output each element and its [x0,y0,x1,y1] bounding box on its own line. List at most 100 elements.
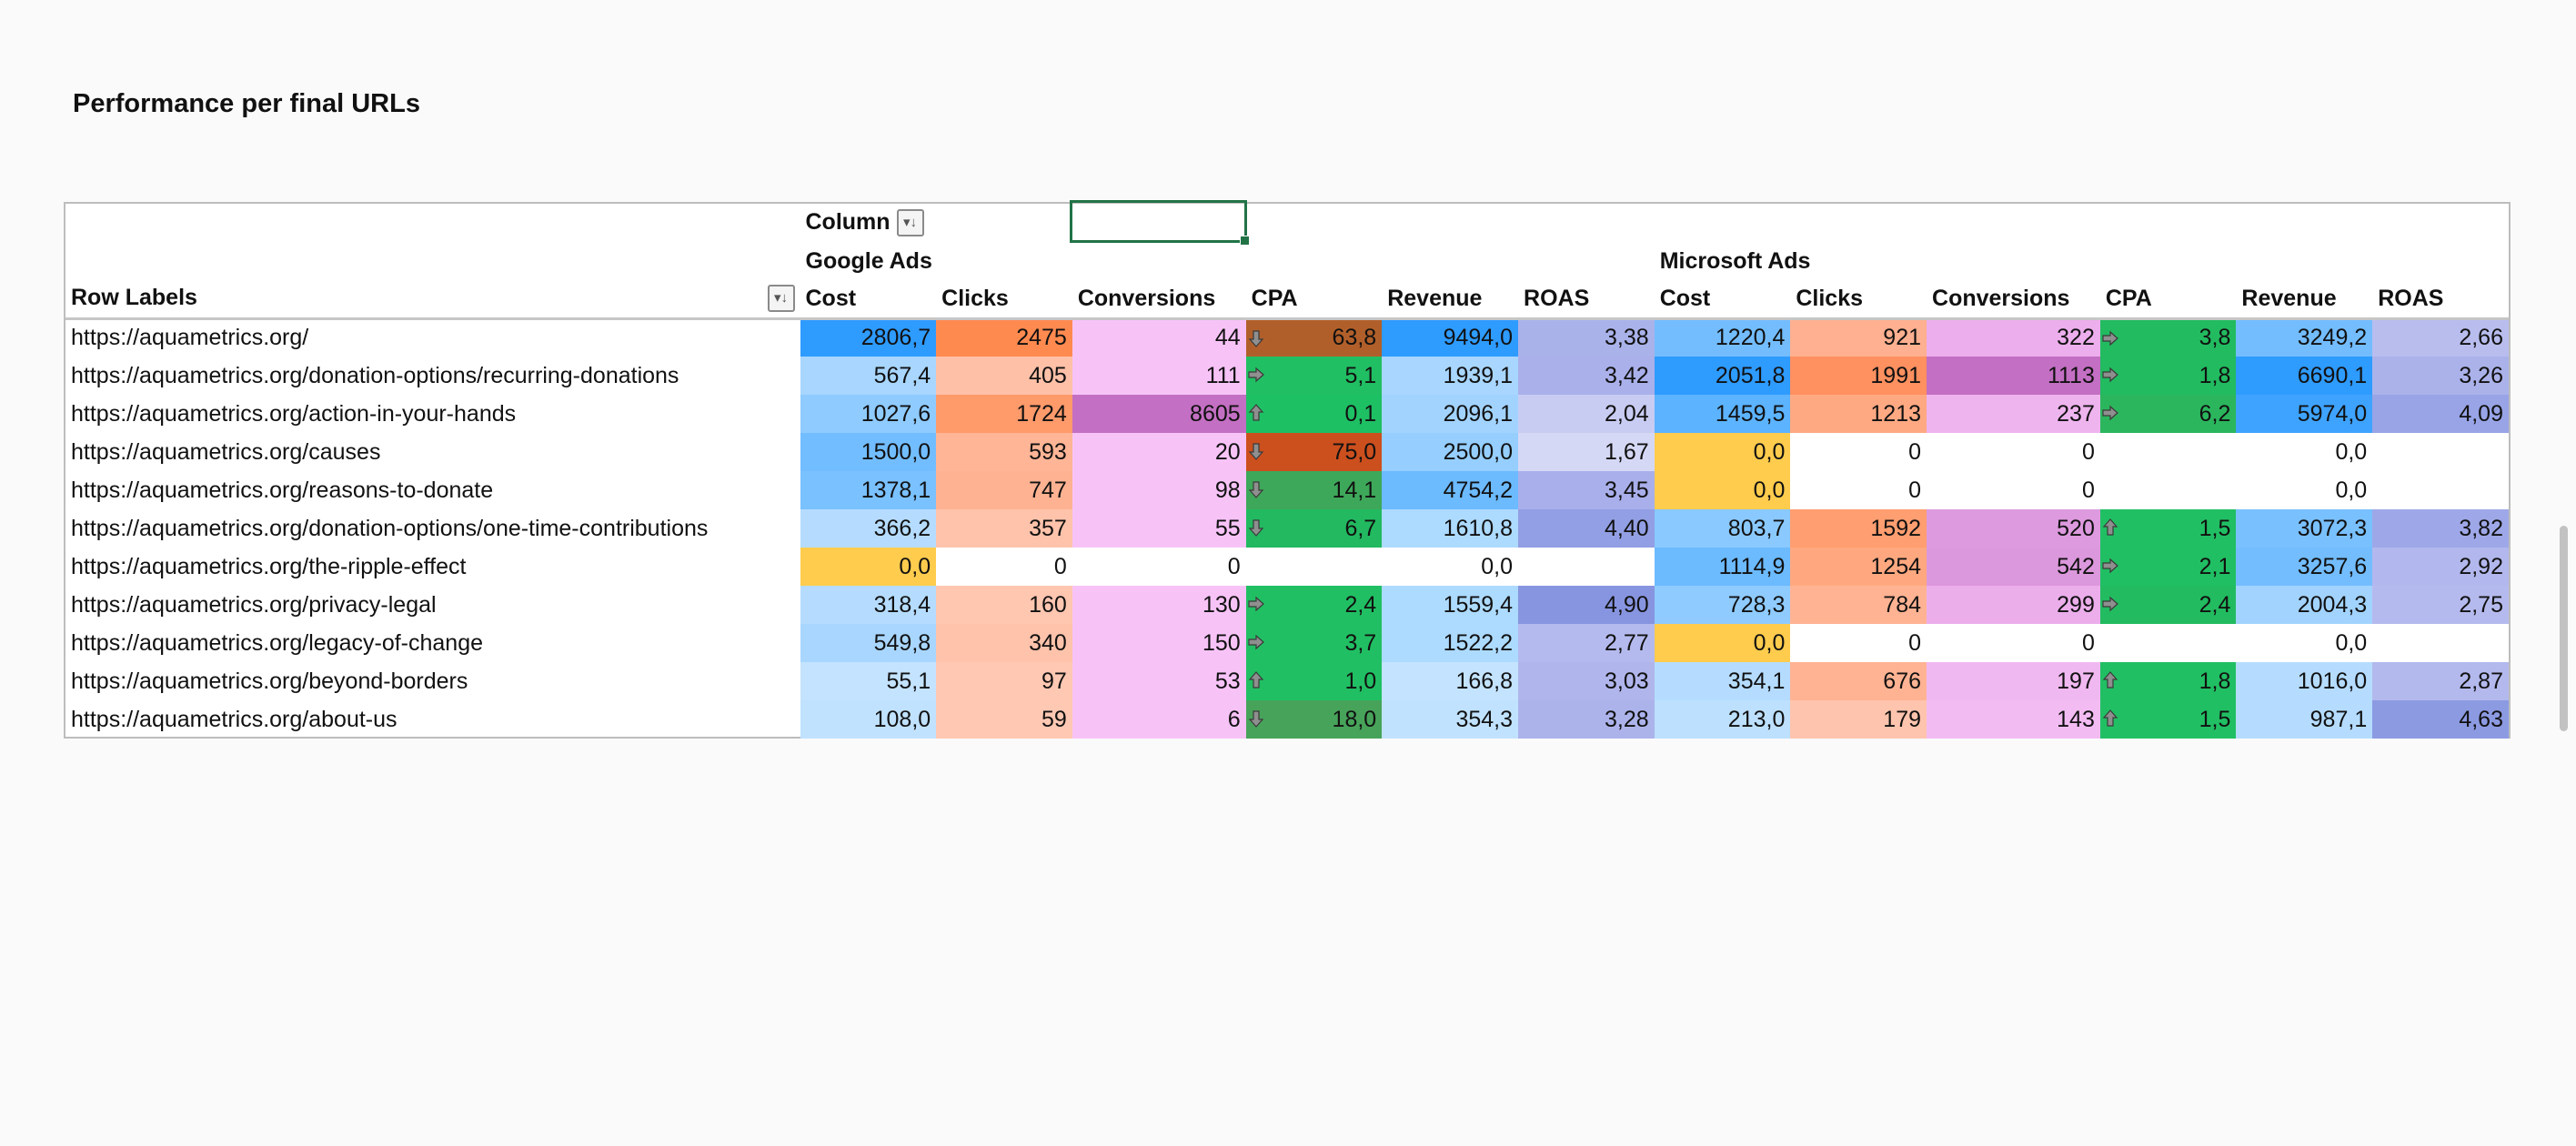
microsoft-cpa-cell[interactable]: 1,5 [2099,700,2237,739]
row-label[interactable]: https://aquametrics.org/legacy-of-change [71,629,484,656]
google-cost-cell[interactable]: 1378,1 [800,471,937,509]
microsoft-conversions-cell[interactable]: 0 [1927,624,2100,662]
google-cpa-cell[interactable]: 6,7 [1245,509,1383,548]
google-cost-cell[interactable]: 1027,6 [800,395,937,433]
microsoft-clicks-cell[interactable]: 0 [1790,433,1927,471]
microsoft-revenue-cell[interactable]: 3257,6 [2236,548,2373,586]
google-conversions-cell[interactable]: 98 [1072,471,1246,509]
google-clicks-cell[interactable]: 160 [936,586,1072,624]
microsoft-cpa-cell[interactable]: 2,1 [2099,548,2237,586]
microsoft-roas-cell[interactable] [2372,471,2509,509]
google-clicks-cell[interactable]: 97 [936,662,1072,700]
google-conversions-cell[interactable]: 0 [1072,548,1246,586]
microsoft-clicks-cell[interactable]: 0 [1790,624,1927,662]
google-roas-cell[interactable]: 3,28 [1518,700,1655,739]
microsoft-roas-cell[interactable]: 4,09 [2372,395,2509,433]
row-label[interactable]: https://aquametrics.org/action-in-your-h… [71,400,517,427]
row-label[interactable]: https://aquametrics.org/donation-options… [71,515,709,541]
column-filter-button[interactable]: ▾↓ [896,209,924,237]
microsoft-cost-cell[interactable]: 0,0 [1654,471,1791,509]
microsoft-conversions-cell[interactable]: 197 [1927,662,2100,700]
row-label[interactable]: https://aquametrics.org/beyond-borders [71,668,468,694]
google-revenue-cell[interactable]: 4754,2 [1382,471,1519,509]
microsoft-conversions-cell[interactable]: 542 [1927,548,2100,586]
microsoft-cost-cell[interactable]: 0,0 [1654,624,1791,662]
google-cpa-cell[interactable]: 14,1 [1245,471,1383,509]
microsoft-revenue-cell[interactable]: 0,0 [2236,433,2373,471]
microsoft-roas-cell[interactable]: 2,75 [2372,586,2509,624]
google-roas-cell[interactable]: 4,40 [1518,509,1655,548]
google-roas-cell[interactable]: 4,90 [1518,586,1655,624]
microsoft-conversions-cell[interactable]: 322 [1927,318,2100,357]
microsoft-conversions-cell[interactable]: 143 [1927,700,2100,739]
google-conversions-cell[interactable]: 55 [1072,509,1246,548]
google-clicks-cell[interactable]: 0 [936,548,1072,586]
google-revenue-cell[interactable]: 0,0 [1382,548,1519,586]
microsoft-cpa-cell[interactable]: 3,8 [2099,318,2237,357]
google-roas-cell[interactable]: 2,04 [1518,395,1655,433]
google-cpa-cell[interactable]: 3,7 [1245,624,1383,662]
google-clicks-cell[interactable]: 340 [936,624,1072,662]
microsoft-cost-cell[interactable]: 213,0 [1654,700,1791,739]
google-conversions-cell[interactable]: 111 [1072,357,1246,395]
google-conversions-cell[interactable]: 20 [1072,433,1246,471]
microsoft-cost-cell[interactable]: 728,3 [1654,586,1791,624]
microsoft-clicks-cell[interactable]: 1592 [1790,509,1927,548]
google-revenue-cell[interactable]: 1610,8 [1382,509,1519,548]
google-revenue-cell[interactable]: 354,3 [1382,700,1519,739]
microsoft-revenue-cell[interactable]: 6690,1 [2236,357,2373,395]
google-clicks-cell[interactable]: 2475 [936,318,1072,357]
microsoft-roas-cell[interactable]: 2,92 [2372,548,2509,586]
microsoft-revenue-cell[interactable]: 3072,3 [2236,509,2373,548]
google-clicks-cell[interactable]: 405 [936,357,1072,395]
row-labels-filter-button[interactable]: ▾↓ [767,285,795,313]
google-roas-cell[interactable]: 3,38 [1518,318,1655,357]
google-cost-cell[interactable]: 366,2 [800,509,937,548]
microsoft-roas-cell[interactable]: 3,26 [2372,357,2509,395]
microsoft-revenue-cell[interactable]: 2004,3 [2236,586,2373,624]
google-conversions-cell[interactable]: 150 [1072,624,1246,662]
vertical-scrollbar[interactable] [2560,526,2568,731]
google-clicks-cell[interactable]: 59 [936,700,1072,739]
google-conversions-cell[interactable]: 130 [1072,586,1246,624]
microsoft-roas-cell[interactable]: 3,82 [2372,509,2509,548]
microsoft-cpa-cell[interactable] [2099,433,2237,471]
row-label[interactable]: https://aquametrics.org/reasons-to-donat… [71,477,494,503]
microsoft-conversions-cell[interactable]: 0 [1927,433,2100,471]
microsoft-roas-cell[interactable]: 2,66 [2372,318,2509,357]
google-cpa-cell[interactable]: 75,0 [1245,433,1383,471]
microsoft-conversions-cell[interactable]: 520 [1927,509,2100,548]
microsoft-conversions-cell[interactable]: 1113 [1927,357,2100,395]
microsoft-cpa-cell[interactable]: 6,2 [2099,395,2237,433]
fill-handle[interactable] [1240,236,1250,246]
google-cost-cell[interactable]: 318,4 [800,586,937,624]
row-label[interactable]: https://aquametrics.org/the-ripple-effec… [71,553,467,579]
microsoft-cost-cell[interactable]: 0,0 [1654,433,1791,471]
microsoft-cost-cell[interactable]: 2051,8 [1654,357,1791,395]
microsoft-cpa-cell[interactable] [2099,624,2237,662]
google-clicks-cell[interactable]: 1724 [936,395,1072,433]
google-revenue-cell[interactable]: 1522,2 [1382,624,1519,662]
google-cost-cell[interactable]: 2806,7 [800,318,937,357]
google-clicks-cell[interactable]: 357 [936,509,1072,548]
google-cpa-cell[interactable]: 18,0 [1245,700,1383,739]
google-revenue-cell[interactable]: 1559,4 [1382,586,1519,624]
microsoft-roas-cell[interactable]: 4,63 [2372,700,2509,739]
google-roas-cell[interactable]: 1,67 [1518,433,1655,471]
microsoft-clicks-cell[interactable]: 676 [1790,662,1927,700]
row-label[interactable]: https://aquametrics.org/about-us [71,706,397,732]
microsoft-cost-cell[interactable]: 1114,9 [1654,548,1791,586]
row-label[interactable]: https://aquametrics.org/privacy-legal [71,591,437,618]
microsoft-revenue-cell[interactable]: 987,1 [2236,700,2373,739]
microsoft-clicks-cell[interactable]: 179 [1790,700,1927,739]
microsoft-cpa-cell[interactable]: 1,5 [2099,509,2237,548]
microsoft-clicks-cell[interactable]: 1213 [1790,395,1927,433]
microsoft-cost-cell[interactable]: 354,1 [1654,662,1791,700]
microsoft-revenue-cell[interactable]: 0,0 [2236,624,2373,662]
microsoft-roas-cell[interactable]: 2,87 [2372,662,2509,700]
microsoft-revenue-cell[interactable]: 0,0 [2236,471,2373,509]
google-clicks-cell[interactable]: 593 [936,433,1072,471]
microsoft-cost-cell[interactable]: 1220,4 [1654,318,1791,357]
google-cost-cell[interactable]: 0,0 [800,548,937,586]
microsoft-revenue-cell[interactable]: 1016,0 [2236,662,2373,700]
